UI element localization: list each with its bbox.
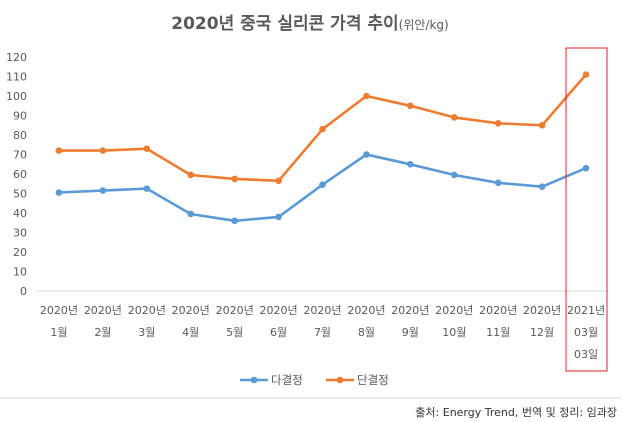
legend-marker: [336, 376, 344, 384]
data-point: [407, 160, 414, 168]
data-point: [450, 171, 458, 179]
x-tick-label: 2020년 5월: [216, 304, 254, 339]
data-point: [99, 187, 107, 194]
data-point: [275, 213, 282, 221]
chart-title-main: 2020년 중국 실리콘 가격 추이: [171, 14, 398, 34]
x-tick-label: 2020년 4월: [172, 304, 210, 339]
data-point: [319, 125, 326, 133]
data-point: [143, 145, 151, 152]
data-point: [55, 189, 63, 196]
y-tick-label: 70: [13, 149, 27, 162]
data-point: [407, 102, 414, 110]
legend-label: 단결정: [357, 373, 389, 387]
x-tick-label: 2020년 12월: [523, 304, 561, 339]
source-note: 출처: Energy Trend, 번역 및 정리: 임과장: [415, 406, 617, 419]
y-tick-label: 90: [13, 110, 27, 123]
data-point: [55, 147, 63, 154]
y-tick-label: 40: [13, 207, 27, 220]
chart-title: 2020년 중국 실리콘 가격 추이(위안/kg): [171, 14, 448, 34]
x-tick-label: 2020년 9월: [391, 304, 429, 339]
x-tick-label: 2021년 03월 03일: [567, 304, 605, 361]
x-tick-label: 2020년 11월: [479, 304, 517, 339]
legend-label: 다결정: [271, 373, 303, 387]
legend-marker: [250, 376, 258, 384]
y-tick-label: 0: [20, 285, 27, 298]
data-point: [231, 217, 238, 225]
data-point: [363, 151, 370, 158]
data-point: [231, 175, 238, 183]
data-point: [275, 177, 282, 185]
y-tick-label: 30: [13, 227, 27, 240]
data-point: [187, 171, 195, 179]
y-tick-label: 10: [13, 266, 27, 279]
data-point: [538, 121, 546, 129]
y-tick-label: 120: [6, 51, 27, 64]
data-point: [582, 71, 590, 78]
y-tick-label: 110: [6, 71, 27, 84]
series-layer: [55, 71, 590, 225]
data-point: [582, 164, 590, 172]
data-point: [538, 183, 546, 190]
data-point: [143, 185, 151, 192]
y-axis: 0 10 20 30 40 50 60 70 80 90 100 110 120: [6, 51, 27, 298]
y-tick-label: 50: [13, 188, 27, 201]
data-point: [187, 210, 195, 218]
y-tick-label: 100: [6, 90, 27, 103]
x-tick-label: 2020년 3월: [128, 304, 166, 339]
legend: 다결정 단결정: [240, 373, 389, 387]
data-point: [319, 181, 326, 189]
data-point: [99, 147, 107, 154]
x-tick-label: 2020년 1월: [40, 304, 78, 339]
data-point: [363, 92, 370, 100]
chart-title-unit: (위안/kg): [399, 18, 449, 32]
y-tick-label: 20: [13, 246, 27, 259]
x-tick-label: 2020년 8월: [347, 304, 385, 339]
x-tick-label: 2020년 7월: [303, 304, 341, 339]
y-tick-label: 60: [13, 168, 27, 181]
y-tick-label: 80: [13, 129, 27, 142]
data-point: [494, 179, 502, 187]
x-tick-label: 2020년 2월: [84, 304, 122, 339]
highlight-box: [565, 47, 608, 372]
x-tick-label: 2020년 6월: [260, 304, 298, 339]
data-point: [494, 120, 502, 127]
x-tick-label: 2020년 10월: [435, 304, 473, 339]
data-point: [450, 114, 458, 121]
